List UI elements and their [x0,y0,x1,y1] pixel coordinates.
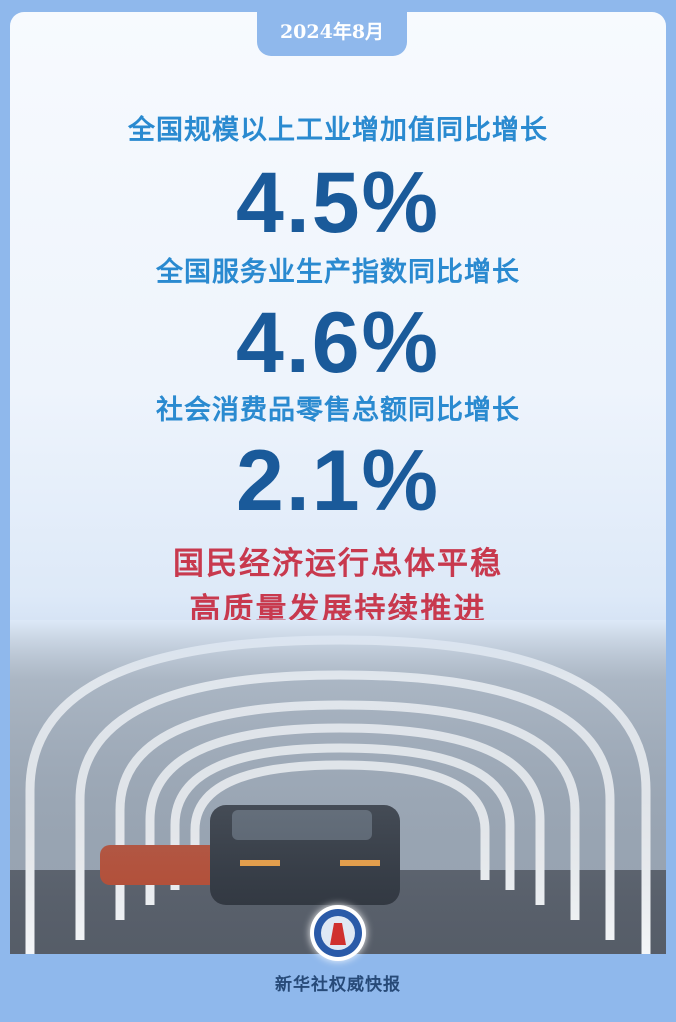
indicator-value-industry: 4.5% [235,155,441,251]
indicator-label-industry: 全国规模以上工业增加值同比增长 [128,115,548,146]
xinhua-logo [310,905,366,961]
factory-tunnel-photo [10,620,666,954]
indicator-value-services: 4.6% [235,295,441,391]
slogan-line-1: 国民经济运行总体平稳 [173,546,503,582]
indicator-label-retail: 社会消费品零售总额同比增长 [156,395,520,426]
indicator-label-services: 全国服务业生产指数同比增长 [156,257,520,288]
footer-source: 新华社权威快报 [275,975,401,995]
indicator-value-retail: 2.1% [235,433,441,529]
date-tab: 2024年8月 [257,12,407,56]
